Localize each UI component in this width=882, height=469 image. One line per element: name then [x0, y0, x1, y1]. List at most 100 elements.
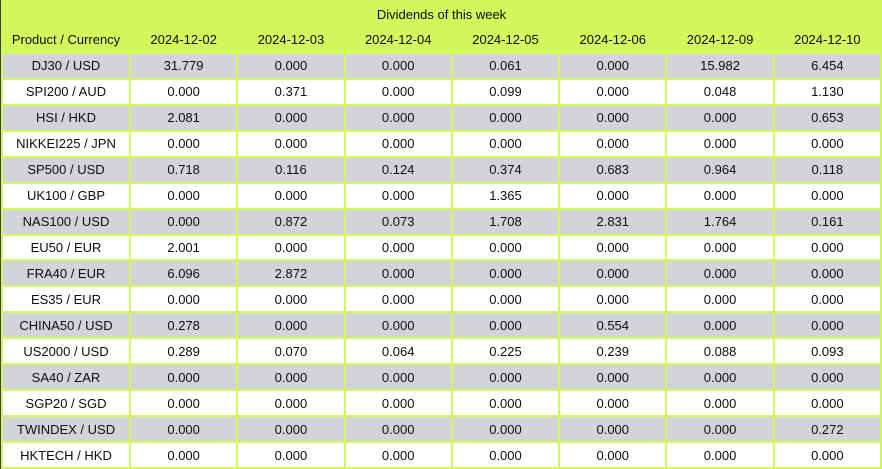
value-cell: 0.000	[343, 389, 453, 418]
value-cell: 0.124	[343, 155, 453, 184]
value-cell: 0.000	[665, 181, 775, 210]
value-cell: 0.000	[772, 285, 882, 314]
table-row: UK100 / GBP 0.000 0.000 0.000 1.365 0.00…	[1, 181, 882, 210]
value-cell: 0.000	[450, 441, 561, 469]
product-cell: SGP20 / SGD	[1, 389, 131, 418]
value-cell: 0.000	[665, 363, 775, 392]
value-cell: 0.000	[128, 363, 239, 392]
value-cell: 0.093	[772, 337, 882, 366]
product-cell: HKTECH / HKD	[1, 441, 131, 469]
value-cell: 2.831	[558, 207, 668, 236]
value-cell: 0.048	[665, 77, 775, 106]
column-header-date: 2024-12-06	[558, 26, 668, 54]
value-cell: 0.000	[128, 285, 239, 314]
value-cell: 0.000	[343, 415, 453, 443]
value-cell: 0.000	[343, 103, 453, 132]
value-cell: 0.000	[128, 181, 239, 210]
value-cell: 6.096	[128, 259, 239, 288]
title-row: Dividends of this week	[1, 0, 882, 28]
product-cell: DJ30 / USD	[1, 51, 131, 80]
value-cell: 0.964	[665, 155, 775, 184]
product-cell: SPI200 / AUD	[1, 77, 131, 106]
table-row: NIKKEI225 / JPN 0.000 0.000 0.000 0.000 …	[1, 129, 882, 158]
value-cell: 0.000	[128, 129, 239, 158]
column-header-date: 2024-12-05	[450, 26, 561, 54]
value-cell: 0.371	[236, 77, 346, 106]
value-cell: 0.000	[450, 311, 561, 340]
value-cell: 0.872	[236, 207, 346, 236]
value-cell: 1.764	[665, 207, 775, 236]
product-cell: CHINA50 / USD	[1, 311, 131, 340]
value-cell: 0.000	[558, 363, 668, 392]
value-cell: 0.000	[450, 363, 561, 392]
value-cell: 0.000	[558, 129, 668, 158]
value-cell: 0.000	[665, 415, 775, 443]
value-cell: 0.000	[665, 129, 775, 158]
value-cell: 0.000	[558, 233, 668, 262]
product-cell: NIKKEI225 / JPN	[1, 129, 131, 158]
value-cell: 0.000	[450, 415, 561, 443]
value-cell: 0.000	[450, 389, 561, 418]
page-title: Dividends of this week	[1, 0, 882, 28]
value-cell: 0.000	[665, 285, 775, 314]
value-cell: 0.000	[128, 441, 239, 469]
table-row: HKTECH / HKD 0.000 0.000 0.000 0.000 0.0…	[1, 441, 882, 469]
value-cell: 0.000	[128, 207, 239, 236]
column-header-date: 2024-12-04	[343, 26, 453, 54]
product-cell: ES35 / EUR	[1, 285, 131, 314]
column-header-product: Product / Currency	[1, 26, 131, 54]
value-cell: 15.982	[665, 51, 775, 80]
value-cell: 0.000	[450, 233, 561, 262]
product-cell: FRA40 / EUR	[1, 259, 131, 288]
value-cell: 0.000	[558, 441, 668, 469]
value-cell: 0.000	[128, 415, 239, 443]
column-header-date: 2024-12-09	[665, 26, 775, 54]
table-row: HSI / HKD 2.081 0.000 0.000 0.000 0.000 …	[1, 103, 882, 132]
value-cell: 0.000	[343, 311, 453, 340]
value-cell: 0.000	[665, 103, 775, 132]
column-header-date: 2024-12-02	[128, 26, 239, 54]
value-cell: 1.708	[450, 207, 561, 236]
table-row: CHINA50 / USD 0.278 0.000 0.000 0.000 0.…	[1, 311, 882, 340]
value-cell: 0.000	[343, 233, 453, 262]
value-cell: 0.000	[772, 363, 882, 392]
value-cell: 0.000	[236, 389, 346, 418]
value-cell: 0.000	[128, 77, 239, 106]
value-cell: 0.000	[343, 363, 453, 392]
value-cell: 0.239	[558, 337, 668, 366]
value-cell: 0.289	[128, 337, 239, 366]
value-cell: 0.073	[343, 207, 453, 236]
value-cell: 0.000	[343, 181, 453, 210]
value-cell: 0.000	[343, 259, 453, 288]
product-cell: NAS100 / USD	[1, 207, 131, 236]
value-cell: 2.001	[128, 233, 239, 262]
value-cell: 0.000	[343, 77, 453, 106]
value-cell: 0.000	[558, 415, 668, 443]
value-cell: 0.000	[558, 389, 668, 418]
value-cell: 0.000	[772, 259, 882, 288]
value-cell: 0.653	[772, 103, 882, 132]
value-cell: 31.779	[128, 51, 239, 80]
value-cell: 0.064	[343, 337, 453, 366]
table-row: DJ30 / USD 31.779 0.000 0.000 0.061 0.00…	[1, 51, 882, 80]
value-cell: 0.278	[128, 311, 239, 340]
header-row: Product / Currency 2024-12-02 2024-12-03…	[1, 26, 882, 54]
value-cell: 0.000	[236, 233, 346, 262]
value-cell: 0.000	[772, 311, 882, 340]
value-cell: 0.118	[772, 155, 882, 184]
value-cell: 0.000	[665, 311, 775, 340]
value-cell: 0.000	[236, 285, 346, 314]
table-row: US2000 / USD 0.289 0.070 0.064 0.225 0.2…	[1, 337, 882, 366]
value-cell: 0.061	[450, 51, 561, 80]
value-cell: 0.000	[665, 233, 775, 262]
value-cell: 0.000	[772, 441, 882, 469]
value-cell: 0.000	[558, 103, 668, 132]
value-cell: 0.272	[772, 415, 882, 443]
value-cell: 0.000	[343, 441, 453, 469]
product-cell: TWINDEX / USD	[1, 415, 131, 443]
value-cell: 0.000	[665, 389, 775, 418]
table-row: SGP20 / SGD 0.000 0.000 0.000 0.000 0.00…	[1, 389, 882, 418]
value-cell: 0.225	[450, 337, 561, 366]
value-cell: 0.554	[558, 311, 668, 340]
table-row: NAS100 / USD 0.000 0.872 0.073 1.708 2.8…	[1, 207, 882, 236]
